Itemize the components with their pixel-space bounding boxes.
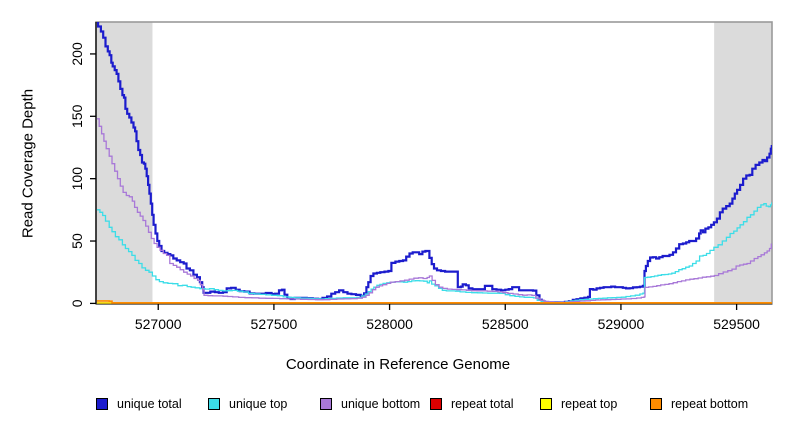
y-tick-label: 100 bbox=[69, 167, 85, 191]
x-tick-label: 528000 bbox=[366, 316, 413, 332]
legend-label: repeat total bbox=[451, 397, 514, 411]
x-tick-label: 529000 bbox=[598, 316, 645, 332]
y-tick-label: 150 bbox=[69, 104, 85, 128]
x-tick-label: 528500 bbox=[482, 316, 529, 332]
y-tick-label: 200 bbox=[69, 42, 85, 66]
panel-border bbox=[95, 21, 773, 305]
x-tick-label: 529500 bbox=[713, 316, 760, 332]
series-line-repeat-bottom bbox=[96, 300, 772, 304]
legend-label: repeat top bbox=[561, 397, 618, 411]
y-tick-label: 0 bbox=[69, 299, 85, 307]
legend-label: repeat bottom bbox=[671, 397, 749, 411]
legend-item-unique-bottom: unique bottom bbox=[320, 395, 420, 413]
legend: unique total unique top unique bottom repea… bbox=[0, 395, 792, 419]
unique-bottom-swatch-icon bbox=[320, 398, 332, 410]
legend-label: unique bottom bbox=[341, 397, 421, 411]
y-tick-label: 50 bbox=[69, 233, 85, 249]
legend-label: unique top bbox=[229, 397, 288, 411]
legend-item-unique-total: unique total bbox=[96, 395, 182, 413]
legend-item-repeat-bottom: repeat bottom bbox=[650, 395, 748, 413]
y-axis-title: Read Coverage Depth bbox=[19, 88, 37, 239]
series-line-unique-total bbox=[96, 22, 772, 304]
x-tick-label: 527500 bbox=[251, 316, 298, 332]
series-line-unique-bottom bbox=[96, 118, 772, 304]
series-line-unique-top bbox=[96, 202, 772, 304]
x-axis-title: Coordinate in Reference Genome bbox=[285, 356, 511, 373]
legend-label: unique total bbox=[117, 397, 182, 411]
legend-item-repeat-total: repeat total bbox=[430, 395, 514, 413]
repeat-top-swatch-icon bbox=[540, 398, 552, 410]
legend-item-repeat-top: repeat top bbox=[540, 395, 617, 413]
unique-total-swatch-icon bbox=[96, 398, 108, 410]
repeat-total-swatch-icon bbox=[430, 398, 442, 410]
repeat-bottom-swatch-icon bbox=[650, 398, 662, 410]
unique-top-swatch-icon bbox=[208, 398, 220, 410]
x-tick-label: 527000 bbox=[135, 316, 182, 332]
legend-item-unique-top: unique top bbox=[208, 395, 287, 413]
